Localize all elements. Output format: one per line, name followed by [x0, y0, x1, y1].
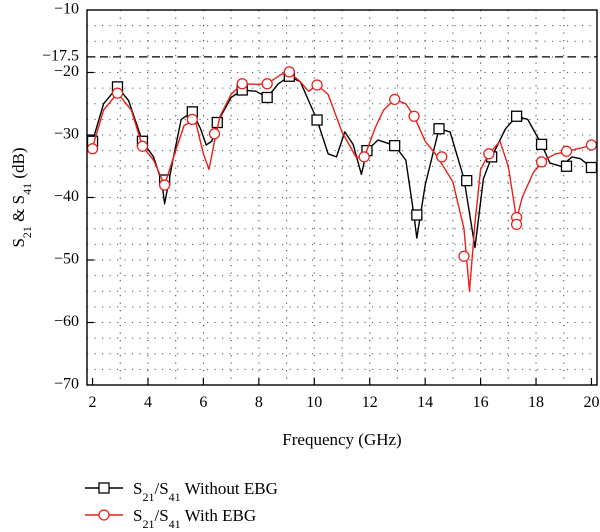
x-tick-label: 8: [255, 394, 263, 411]
legend-marker-square: [98, 482, 110, 494]
x-tick-label: 14: [417, 394, 433, 411]
data-point-marker: [111, 87, 124, 99]
data-point-marker: [208, 128, 221, 140]
legend-marker-circle: [98, 509, 110, 521]
data-point-marker: [560, 160, 573, 172]
data-point-marker: [436, 151, 448, 163]
data-point-marker: [560, 145, 573, 157]
legend-label-1: S21/S41 Without EBG: [133, 479, 278, 504]
data-point-marker: [433, 123, 445, 135]
axis-ticks: 2 4 6 8 10 12 14 16 18 20 −10 −20 −30 −40 −50 −60 −70: [54, 1, 599, 411]
data-point-marker: [261, 91, 273, 104]
x-tick-label: 12: [362, 394, 378, 411]
reference-line-label: −17.5: [42, 48, 79, 65]
data-point-marker: [411, 209, 423, 221]
x-tick-label: 4: [144, 394, 152, 411]
x-tick-label: 18: [528, 394, 544, 411]
legend-label-2: S21/S41 With EBG: [133, 506, 256, 531]
x-tick-label: 2: [89, 394, 97, 411]
data-point-marker: [86, 143, 99, 155]
data-point-marker: [311, 79, 323, 91]
data-point-marker: [535, 156, 548, 168]
data-point-marker: [283, 66, 295, 78]
x-tick-label: 10: [306, 394, 322, 411]
data-point-marker: [461, 174, 473, 187]
series-line-2: [91, 71, 592, 292]
y-tick-label: −20: [54, 63, 79, 80]
data-point-marker: [483, 148, 495, 160]
series-layer: [86, 66, 598, 292]
y-axis-title: S21 & S41 (dB): [9, 147, 34, 247]
data-point-marker: [261, 78, 273, 90]
x-tick-label: 20: [583, 394, 599, 411]
data-point-marker: [158, 179, 171, 191]
data-point-marker: [408, 110, 420, 122]
data-point-marker: [510, 110, 523, 122]
y-tick-label: −50: [54, 251, 79, 268]
y-tick-label: −70: [54, 376, 79, 393]
data-point-marker: [136, 140, 149, 152]
data-point-marker: [389, 93, 401, 106]
data-point-marker: [535, 138, 548, 151]
data-point-marker: [236, 78, 248, 90]
data-point-marker: [389, 139, 401, 152]
y-tick-label: −10: [54, 1, 79, 18]
y-tick-label: −40: [54, 188, 79, 205]
data-point-marker: [358, 151, 370, 163]
y-tick-label: −60: [54, 313, 79, 330]
x-tick-label: 16: [473, 394, 489, 411]
x-tick-label: 6: [199, 394, 207, 411]
data-point-marker: [311, 114, 323, 126]
data-point-marker: [510, 218, 523, 231]
data-point-marker: [585, 139, 598, 151]
data-point-marker: [458, 250, 470, 262]
x-axis-title: Frequency (GHz): [282, 430, 401, 449]
data-point-marker: [186, 113, 198, 126]
data-point-marker: [585, 161, 598, 174]
y-tick-label: −30: [54, 126, 79, 143]
